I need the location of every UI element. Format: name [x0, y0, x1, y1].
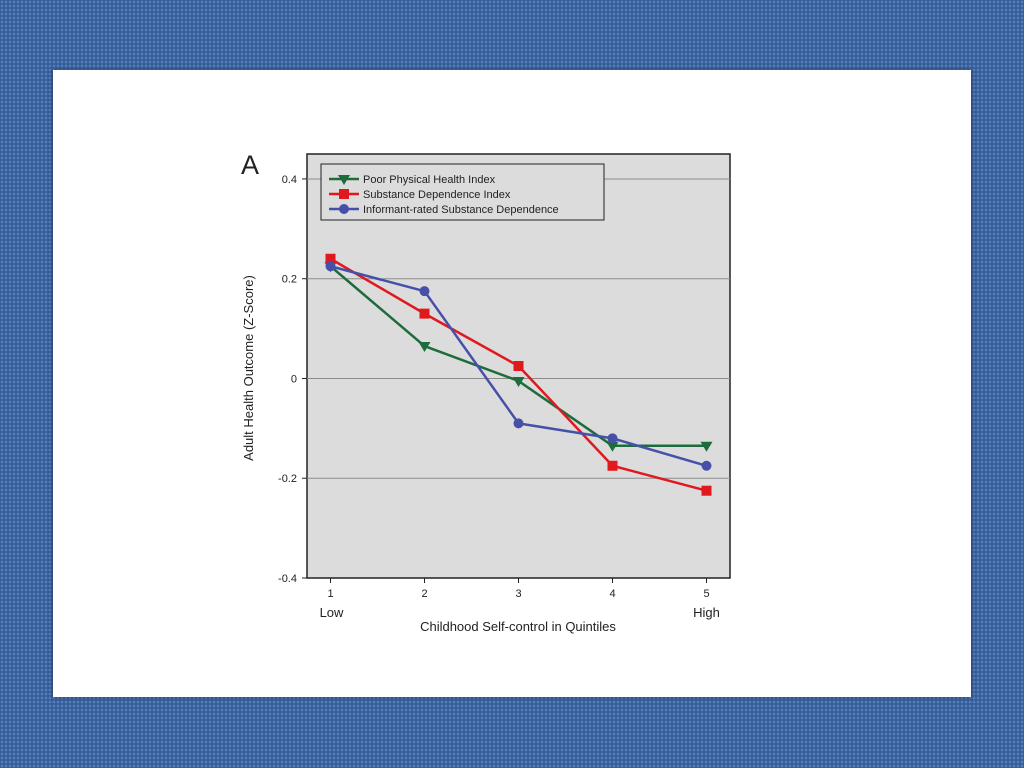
data-point: [325, 261, 336, 272]
data-point: [700, 441, 713, 452]
y-tick-label: 0.2: [282, 274, 297, 286]
legend-swatch-marker: [338, 175, 350, 185]
data-point: [513, 361, 524, 371]
data-point: [513, 418, 524, 429]
x-tick-label: 2: [421, 588, 427, 600]
x-tick-label: 3: [515, 588, 521, 600]
legend-swatch-marker: [339, 204, 349, 214]
y-tick-label: -0.4: [278, 573, 297, 585]
data-point: [701, 460, 712, 471]
legend-label: Informant-rated Substance Dependence: [363, 204, 559, 216]
y-axis-label: Adult Health Outcome (Z-Score): [241, 275, 256, 461]
legend-swatch-marker: [339, 189, 349, 199]
data-point: [607, 460, 618, 471]
y-tick-label: 0: [291, 373, 297, 385]
x-high-label: High: [693, 605, 720, 620]
data-point: [419, 308, 430, 319]
y-tick-label: -0.2: [278, 473, 297, 485]
line-chart: A -0.4 -0.2 0 0.2 0.4 1 2 3 4 5 Low High Poor Physi…: [241, 150, 731, 634]
data-point: [419, 286, 430, 297]
legend-label: Poor Physical Health Index: [363, 174, 496, 186]
data-point: [606, 441, 619, 452]
legend-box: [320, 163, 605, 221]
x-tick-label: 4: [609, 588, 615, 600]
panel-label: A: [241, 150, 259, 180]
data-point: [607, 433, 618, 444]
data-point: [325, 253, 336, 264]
x-tick-label: 1: [327, 588, 333, 600]
y-tick-label: 0.4: [282, 174, 297, 186]
x-low-label: Low: [320, 605, 344, 620]
data-point: [418, 342, 431, 353]
x-tick-label: 5: [703, 588, 709, 600]
x-axis-label: Childhood Self-control in Quintiles: [420, 619, 616, 634]
legend-label: Substance Dependence Index: [363, 189, 511, 201]
data-point: [512, 376, 525, 387]
data-point: [701, 485, 712, 496]
slide-panel: A -0.4 -0.2 0 0.2 0.4 1 2 3 4 5 Low High Poor Physi…: [53, 70, 971, 697]
